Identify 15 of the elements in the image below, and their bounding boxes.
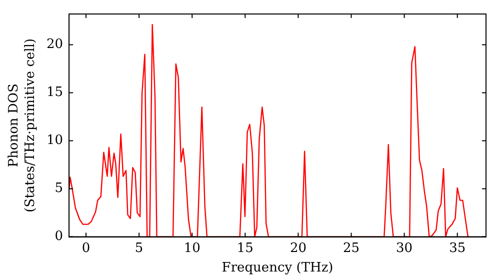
x-tick-label: 10 <box>184 240 200 256</box>
x-tick-label: 30 <box>396 240 413 256</box>
x-tick-label: 0 <box>82 240 90 256</box>
x-tick-label: 25 <box>342 240 360 256</box>
y-tick-label: 15 <box>46 85 64 100</box>
y-axis-title: Phonon DOS (States/THz·primitive cell) <box>6 38 38 212</box>
x-tick-label: 20 <box>290 240 306 256</box>
x-axis-title: Frequency (THz) <box>222 260 334 276</box>
y-tick-label: 10 <box>46 133 64 148</box>
y-tick-label: 20 <box>46 37 64 52</box>
y-tick-label: 0 <box>54 229 64 244</box>
x-tick-label: 15 <box>236 240 254 256</box>
x-tick-label: 5 <box>134 240 144 256</box>
x-tick-label: 35 <box>449 240 466 256</box>
y-tick-label: 5 <box>54 181 64 196</box>
